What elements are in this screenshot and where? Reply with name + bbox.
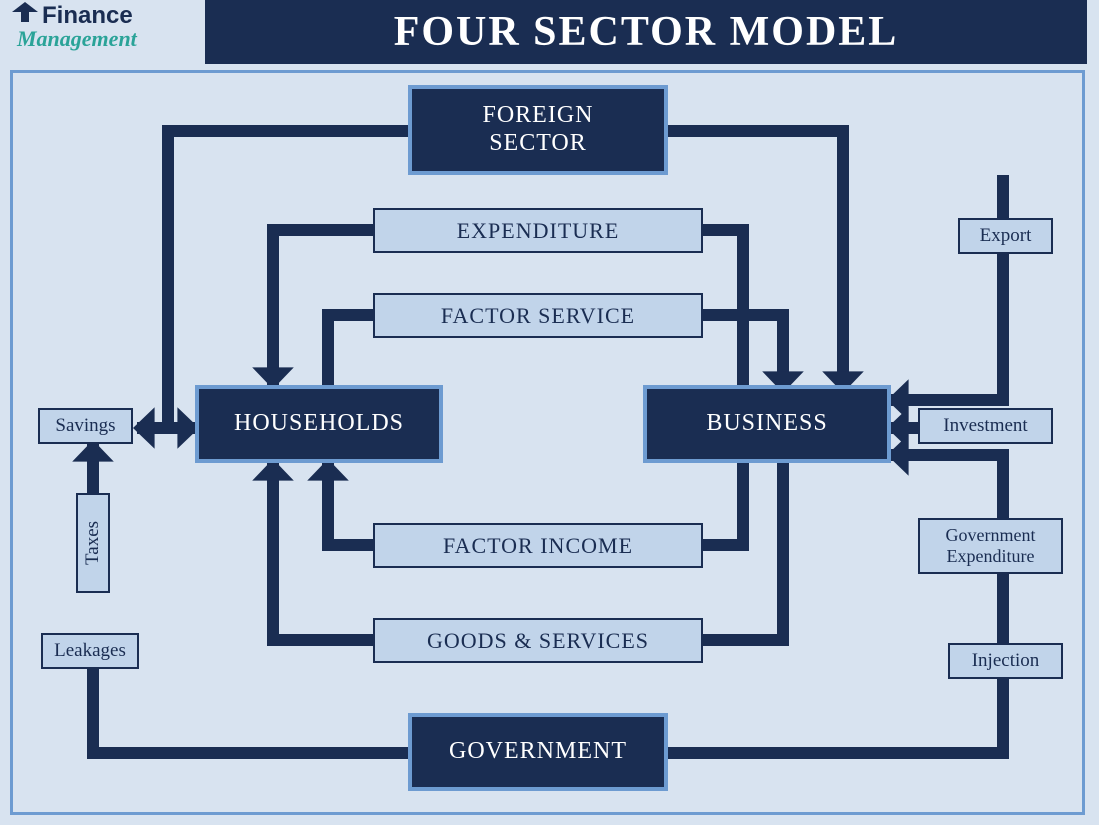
label-savings: Savings — [38, 408, 133, 444]
label-leakages: Leakages — [41, 633, 139, 669]
label-injection: Injection — [948, 643, 1063, 679]
label-investment: Investment — [918, 408, 1053, 444]
logo-line2: Management — [12, 28, 197, 50]
logo-line1: Finance — [12, 4, 197, 28]
node-foreign-sector: FOREIGNSECTOR — [408, 85, 668, 175]
diagram-canvas: FOREIGNSECTOR HOUSEHOLDS BUSINESS GOVERN… — [10, 70, 1085, 815]
label-export: Export — [958, 218, 1053, 254]
page-title: FOUR SECTOR MODEL — [394, 8, 899, 56]
node-factor-income: FACTOR INCOME — [373, 523, 703, 568]
logo: Finance Management — [12, 4, 197, 59]
node-households: HOUSEHOLDS — [195, 385, 443, 463]
header-bar: FOUR SECTOR MODEL — [205, 0, 1087, 64]
node-government: GOVERNMENT — [408, 713, 668, 791]
node-business: BUSINESS — [643, 385, 891, 463]
node-goods-services: GOODS & SERVICES — [373, 618, 703, 663]
label-taxes: Taxes — [76, 493, 110, 593]
node-expenditure: EXPENDITURE — [373, 208, 703, 253]
label-government-expenditure: GovernmentExpenditure — [918, 518, 1063, 574]
node-factor-service: FACTOR SERVICE — [373, 293, 703, 338]
